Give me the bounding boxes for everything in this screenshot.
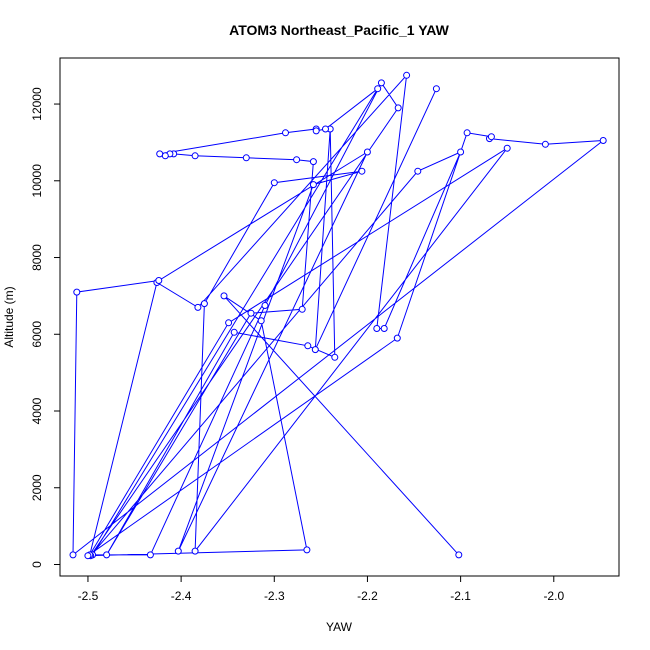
data-point — [73, 288, 81, 296]
data-point — [261, 302, 269, 309]
data-point — [374, 85, 382, 93]
data-point — [309, 181, 317, 189]
data-point — [363, 148, 371, 156]
series-layer — [69, 71, 607, 560]
data-point — [599, 137, 607, 144]
data-point — [457, 148, 465, 156]
data-point — [303, 546, 311, 554]
y-tick-label: 12000 — [30, 87, 44, 121]
data-point — [322, 125, 329, 133]
x-tick-label: -2.0 — [543, 589, 564, 603]
data-point — [155, 277, 163, 284]
data-point — [311, 346, 319, 354]
x-axis-label: YAW — [326, 620, 353, 634]
data-point — [146, 551, 154, 559]
data-point — [373, 325, 381, 332]
data-point — [541, 140, 549, 148]
data-point — [242, 154, 250, 162]
x-tick-label: -2.1 — [450, 589, 471, 603]
x-tick-label: -2.5 — [78, 589, 99, 603]
y-tick-label: 0 — [30, 561, 44, 568]
data-point — [503, 144, 511, 152]
data-point — [293, 156, 301, 164]
data-point — [394, 104, 402, 112]
data-point — [191, 547, 199, 555]
data-point — [298, 305, 306, 313]
data-point — [304, 342, 312, 350]
data-point — [247, 309, 255, 317]
data-point — [161, 152, 169, 160]
y-axis-label: Altitude (m) — [2, 286, 16, 347]
data-point — [331, 353, 339, 361]
data-point — [403, 71, 411, 79]
data-point — [156, 150, 164, 158]
data-point — [69, 551, 77, 559]
x-tick-label: -2.3 — [264, 589, 285, 603]
plot-frame — [59, 57, 620, 577]
data-point — [414, 167, 422, 175]
data-point — [282, 129, 289, 137]
data-point — [220, 292, 228, 300]
data-point — [194, 303, 202, 311]
data-point — [455, 551, 463, 559]
x-tick-label: -2.2 — [357, 589, 378, 603]
y-tick-label: 4000 — [30, 397, 44, 424]
y-tick-label: 8000 — [30, 244, 44, 271]
data-point — [380, 325, 388, 332]
data-point — [463, 129, 471, 137]
data-point — [270, 179, 278, 187]
data-point — [358, 167, 366, 175]
y-tick-label: 10000 — [30, 164, 44, 198]
data-point — [225, 319, 233, 327]
x-tick-label: -2.4 — [171, 589, 192, 603]
series-line — [72, 73, 605, 557]
data-point — [309, 158, 317, 166]
data-point — [230, 328, 238, 336]
y-tick-label: 6000 — [30, 321, 44, 348]
data-point — [200, 300, 208, 308]
data-point — [377, 79, 385, 87]
data-point — [257, 317, 265, 325]
y-axis: 0 2000 4000 6000 8000 10000 12000 — [30, 87, 60, 568]
data-point — [312, 127, 320, 135]
data-point — [84, 552, 92, 560]
data-point — [487, 133, 495, 141]
data-point — [174, 547, 182, 555]
data-point — [393, 334, 401, 342]
chart-title: ATOM3 Northeast_Pacific_1 YAW — [229, 22, 449, 38]
data-point — [103, 551, 111, 559]
x-axis: -2.5 -2.4 -2.3 -2.2 -2.1 -2.0 — [78, 576, 564, 603]
data-point — [432, 85, 440, 93]
data-point — [191, 152, 199, 160]
y-tick-label: 2000 — [30, 474, 44, 501]
